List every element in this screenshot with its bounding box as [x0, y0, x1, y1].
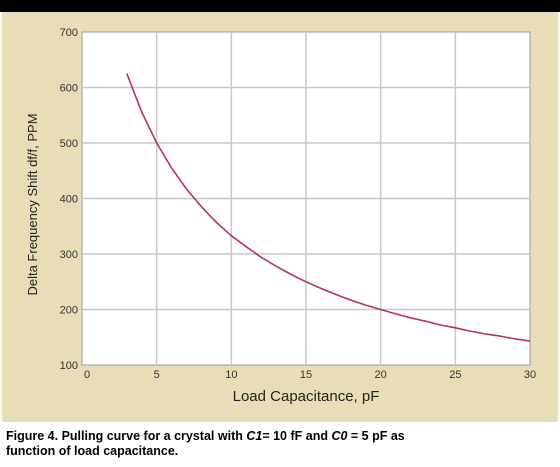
caption-c1-text: = 10 fF and: [262, 429, 332, 443]
top-border-bar: [0, 0, 560, 12]
x-axis-label: Load Capacitance, pF: [233, 388, 380, 405]
chart-panel: 0 5 10 15 20 25 30 100 200 300 400 500 600 700 Load …: [2, 12, 558, 422]
y-axis-label: Delta Frequency Shift df/f, PPM: [25, 113, 40, 295]
x-tick-label: 0: [84, 369, 90, 381]
x-tick-label: 5: [154, 369, 160, 381]
y-tick-label: 600: [60, 83, 78, 95]
y-tick-label: 400: [60, 194, 78, 206]
caption-line-2: function of load capacitance.: [6, 444, 179, 458]
caption-c0-text: = 5 pF as: [347, 429, 405, 443]
x-tick-labels: 0 5 10 15 20 25 30: [84, 369, 536, 381]
y-tick-label: 300: [60, 249, 78, 261]
figure-caption: Figure 4. Pulling curve for a crystal wi…: [6, 429, 526, 459]
y-tick-label: 200: [60, 305, 78, 317]
x-tick-label: 10: [225, 369, 237, 381]
y-tick-label: 100: [60, 360, 78, 372]
y-tick-label: 500: [60, 138, 78, 150]
x-tick-label: 15: [300, 369, 312, 381]
caption-c0-symbol: C0: [331, 429, 348, 443]
caption-c1-symbol: C1: [246, 429, 263, 443]
caption-lead: Figure 4. Pulling curve for a crystal wi…: [6, 429, 247, 443]
chart: 0 5 10 15 20 25 30 100 200 300 400 500 600 700 Load …: [25, 27, 536, 405]
y-tick-labels: 100 200 300 400 500 600 700: [60, 27, 78, 372]
y-tick-label: 700: [60, 27, 78, 39]
x-tick-label: 25: [449, 369, 461, 381]
series-line: [126, 73, 531, 342]
x-tick-label: 30: [524, 369, 536, 381]
x-tick-label: 20: [375, 369, 387, 381]
